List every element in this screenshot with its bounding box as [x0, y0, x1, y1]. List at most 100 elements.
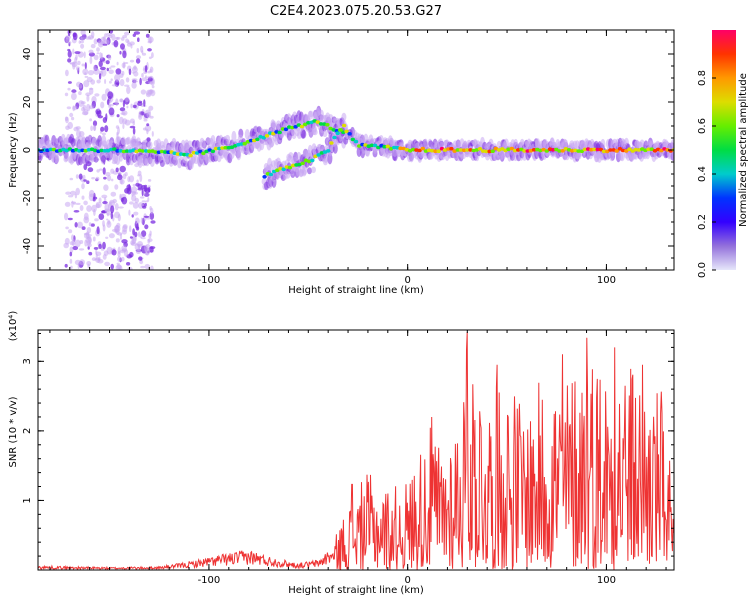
spectrogram-speckle [119, 107, 126, 112]
spectrogram-cell [344, 129, 349, 134]
spectrogram-speckle [136, 223, 139, 230]
spectrogram-speckle [87, 167, 94, 173]
spectrogram-halo [115, 155, 121, 166]
spectrogram-speckle [78, 173, 83, 180]
spectrogram-speckle [146, 76, 153, 79]
spectrogram-speckle [69, 177, 74, 181]
spectrogram-speckle [77, 60, 81, 66]
spectrogram-cell [617, 147, 623, 151]
spectrogram-speckle [127, 266, 133, 270]
spectrogram-speckle [109, 201, 113, 204]
spectrogram-cell [264, 134, 270, 138]
spectrogram-speckle [144, 224, 149, 230]
spectrogram-cell [302, 122, 308, 127]
spectrogram-speckle [119, 179, 125, 185]
spectrogram-speckle [105, 113, 108, 121]
spectrogram-speckle [149, 66, 154, 73]
spectrogram-speckle [147, 239, 151, 244]
colorbar-tick-label: 0.4 [697, 166, 708, 182]
spectrogram-cell [102, 149, 108, 153]
spectrogram-speckle [132, 33, 136, 37]
spectrogram-speckle [84, 75, 89, 78]
spectrogram-cell [417, 148, 422, 153]
spectrogram-speckle [151, 85, 155, 89]
spectrogram-speckle [129, 225, 132, 233]
colorbar-tick-label: 0.8 [697, 70, 708, 86]
spectrogram-cell [576, 149, 581, 153]
spectrogram-halo [101, 135, 107, 147]
spectrogram-halo [231, 130, 237, 143]
spectrogram-cell [589, 147, 594, 152]
spectrogram-speckle [64, 263, 68, 268]
spectrogram-speckle [74, 51, 81, 55]
spectrogram-speckle [75, 126, 81, 130]
spectrogram-cell [481, 149, 486, 153]
spectrogram-cell [335, 131, 340, 135]
spectrogram-cell [341, 123, 347, 128]
spectrogram-speckle [143, 99, 146, 107]
spectrogram-speckle [126, 105, 129, 109]
spectrogram-speckle [64, 212, 69, 221]
spectrogram-speckle [102, 167, 106, 175]
spectrogram-speckle [101, 132, 106, 136]
spectrogram-speckle [131, 82, 137, 89]
spectrogram-speckle [110, 205, 115, 214]
spectrogram-cell [646, 147, 651, 152]
spectrogram-speckle [98, 73, 102, 80]
spectrogram-speckle [72, 48, 75, 55]
spectrogram-cell [213, 146, 219, 151]
spectrogram-speckle [111, 178, 114, 182]
spectrogram-speckle [122, 224, 128, 230]
spectrogram-speckle [146, 137, 151, 142]
spectrogram-cell [293, 125, 298, 129]
spectrogram-x-ticks: -100 0 100 [49, 30, 667, 286]
spectrogram-speckle [147, 186, 151, 193]
spectrogram-speckle [145, 109, 151, 115]
spectrogram-speckle [141, 230, 147, 238]
spectrogram-speckle [145, 33, 150, 38]
spectrogram-cell [455, 148, 460, 152]
chart-title: C2E4.2023.075.20.53.G27 [270, 4, 442, 19]
spectrogram-speckle [126, 86, 131, 95]
spectrogram-speckle [81, 226, 86, 231]
spectrogram-speckle [70, 201, 77, 204]
spectrogram-speckle [114, 211, 120, 219]
spectrogram-halo [200, 139, 206, 148]
spectrogram-x-label: Height of straight line (km) [288, 285, 424, 296]
spectrogram-speckle [120, 112, 126, 115]
spectrogram-speckle [96, 79, 101, 84]
spectrogram-speckle [141, 200, 146, 203]
spectrogram-speckle [129, 41, 135, 46]
spectrogram-speckle [67, 121, 73, 130]
spectrogram-speckle [147, 185, 151, 188]
spectrogram-halo [120, 138, 126, 145]
spectrogram-cell [477, 147, 483, 151]
spectrogram-speckle [93, 124, 97, 132]
spectrogram-speckle [88, 189, 95, 198]
spectrogram-speckle [122, 123, 125, 130]
spectrogram-speckle [129, 59, 135, 63]
spectrogram-y-tick-label: 20 [22, 96, 33, 109]
spectrogram-speckle [136, 48, 140, 54]
spectrogram-speckle [84, 62, 87, 70]
spectrogram-speckle [68, 195, 74, 198]
spectrogram-cell [210, 149, 216, 154]
spectrogram-speckle [143, 186, 148, 192]
spectrogram-speckle [147, 70, 151, 74]
spectrogram-speckle [116, 262, 120, 265]
spectrogram-speckle [128, 209, 131, 216]
spectrogram-speckle [137, 183, 143, 189]
spectrogram-cell [325, 123, 330, 127]
spectrogram-cell [64, 148, 69, 153]
spectrogram-speckle [120, 43, 125, 50]
spectrogram-cell [281, 167, 286, 172]
spectrogram-speckle [115, 98, 119, 107]
spectrogram-cell [271, 131, 276, 136]
spectrogram-speckle [110, 65, 116, 68]
spectrogram-cell [458, 148, 464, 152]
spectrogram-speckle [135, 217, 140, 225]
spectrogram-speckle [139, 233, 143, 239]
snr-multiplier-label: (x10⁴) [8, 311, 19, 342]
spectrogram-speckle [144, 65, 148, 73]
spectrogram-speckle [102, 201, 108, 205]
